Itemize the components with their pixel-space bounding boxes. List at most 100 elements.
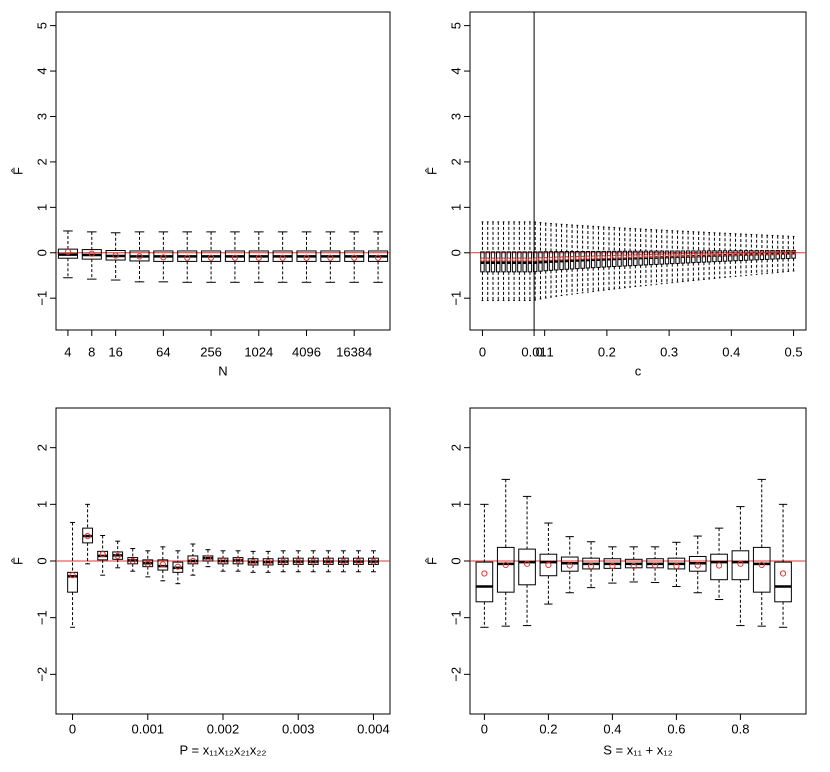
- boxplot: [717, 232, 722, 279]
- x-tick-label: 0.4: [603, 722, 621, 737]
- x-tick-label: 0.2: [539, 722, 557, 737]
- mean-marker: [303, 254, 310, 261]
- boxplot: [786, 235, 791, 272]
- boxplot: [517, 221, 522, 301]
- mean-marker: [580, 255, 585, 260]
- mean-marker: [627, 254, 633, 259]
- boxplot: [129, 231, 150, 283]
- boxplot: [277, 550, 289, 573]
- boxplot: [646, 546, 664, 584]
- mean-marker: [554, 256, 559, 261]
- boxplot: [67, 521, 78, 628]
- boxplot: [224, 231, 245, 283]
- mean-marker: [184, 254, 191, 261]
- boxplot: [738, 233, 744, 277]
- mean-marker: [325, 558, 332, 565]
- boxplot: [596, 226, 601, 292]
- mean-marker: [765, 251, 770, 256]
- mean-marker: [780, 250, 786, 256]
- mean-marker: [775, 251, 780, 256]
- boxplot: [601, 226, 606, 291]
- boxplot: [728, 233, 733, 278]
- y-tick-label: −2: [35, 667, 50, 682]
- boxplot: [685, 230, 691, 282]
- y-tick-label: 0: [449, 557, 464, 564]
- mean-marker: [585, 255, 591, 260]
- x-axis-title: N: [218, 364, 227, 379]
- mean-marker: [501, 257, 506, 262]
- boxplot: [248, 231, 269, 283]
- boxplot: [606, 226, 612, 291]
- y-tick-label: 5: [35, 22, 50, 29]
- boxplot: [580, 225, 585, 294]
- x-tick-label: 0.002: [207, 722, 240, 737]
- boxplot: [490, 221, 496, 301]
- x-tick-label: 16384: [336, 345, 372, 360]
- mean-marker: [207, 254, 215, 261]
- mean-marker: [523, 560, 531, 567]
- boxplot: [643, 228, 649, 286]
- x-tick-label: 16: [108, 345, 122, 360]
- mean-marker: [680, 253, 685, 258]
- mean-marker: [370, 558, 377, 565]
- y-tick-label: 4: [449, 67, 464, 74]
- mean-marker: [606, 254, 612, 260]
- boxplot: [564, 224, 570, 296]
- boxplot: [712, 232, 717, 279]
- x-tick-label: 0.004: [357, 722, 390, 737]
- mean-marker: [485, 257, 490, 262]
- panel-p4: −2 −1 0 1 2 F̂ 0 0.2 0.4 0.6 0.8 S = x₁₁ + x₁₂: [424, 407, 807, 758]
- mean-marker: [112, 252, 119, 259]
- boxplot: [582, 541, 600, 589]
- mean-marker: [609, 563, 616, 570]
- mean-marker: [543, 256, 548, 262]
- boxplot: [232, 550, 244, 572]
- x-tick-label: 1024: [244, 345, 273, 360]
- boxplot: [754, 234, 759, 275]
- mean-marker: [340, 558, 347, 565]
- x-axis-title: P = x₁₁x₁₂x₂₁x₂₂: [180, 743, 267, 758]
- mean-marker: [601, 255, 606, 260]
- x-tick-label: 0.1: [536, 345, 554, 360]
- boxplot: [667, 541, 686, 587]
- mean-marker: [673, 563, 680, 570]
- x-tick-label: 256: [200, 345, 222, 360]
- mean-marker: [759, 251, 765, 256]
- box: [518, 548, 536, 586]
- mean-marker: [538, 257, 543, 262]
- boxplot: [518, 495, 536, 627]
- boxplot: [353, 550, 364, 573]
- y-tick-label: 2: [449, 158, 464, 165]
- y-tick-label: 2: [35, 158, 50, 165]
- boxplot: [733, 233, 738, 277]
- boxplot: [337, 550, 349, 573]
- boxplot: [770, 234, 775, 274]
- boxplot: [743, 233, 749, 276]
- y-tick-label: 1: [449, 501, 464, 508]
- boxplot: [262, 550, 274, 573]
- mean-marker: [310, 558, 317, 565]
- boxplot: [539, 522, 558, 605]
- mean-marker: [502, 561, 509, 569]
- boxplot: [506, 221, 512, 301]
- boxplot: [664, 229, 670, 284]
- boxplot: [202, 549, 214, 568]
- boxplot: [603, 546, 622, 584]
- y-axis-title: F̂: [424, 167, 439, 175]
- boxplot: [554, 223, 559, 297]
- boxplot: [82, 503, 93, 565]
- y-axis-title: F̂: [424, 557, 439, 565]
- boxplot: [633, 228, 638, 288]
- y-tick-label: −2: [449, 667, 464, 682]
- boxplot: [307, 550, 319, 573]
- box: [752, 546, 771, 593]
- mean-marker: [255, 254, 262, 261]
- x-tick-label: 0.6: [667, 722, 685, 737]
- mean-marker: [129, 557, 136, 565]
- mean-marker: [591, 255, 596, 260]
- y-tick-label: −1: [449, 291, 464, 306]
- boxplot: [201, 231, 222, 283]
- mean-marker: [84, 532, 91, 540]
